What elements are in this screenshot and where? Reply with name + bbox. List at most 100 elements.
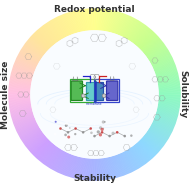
- Wedge shape: [93, 8, 94, 30]
- Wedge shape: [12, 67, 34, 75]
- Wedge shape: [22, 45, 42, 59]
- Wedge shape: [150, 52, 170, 63]
- Wedge shape: [88, 8, 91, 30]
- Wedge shape: [8, 101, 31, 104]
- Wedge shape: [40, 26, 54, 45]
- Wedge shape: [152, 55, 172, 66]
- Wedge shape: [120, 15, 129, 36]
- Wedge shape: [101, 8, 104, 31]
- Circle shape: [74, 133, 76, 135]
- Wedge shape: [137, 143, 152, 160]
- Wedge shape: [124, 151, 135, 172]
- Wedge shape: [157, 108, 180, 113]
- Wedge shape: [122, 16, 132, 36]
- Wedge shape: [108, 157, 114, 179]
- Wedge shape: [17, 55, 37, 66]
- Wedge shape: [159, 97, 181, 99]
- Wedge shape: [142, 138, 159, 154]
- Wedge shape: [76, 9, 81, 32]
- Wedge shape: [157, 108, 179, 114]
- Wedge shape: [132, 24, 146, 43]
- Wedge shape: [147, 131, 166, 144]
- Wedge shape: [8, 85, 31, 88]
- Wedge shape: [10, 74, 32, 80]
- Wedge shape: [65, 12, 74, 34]
- Wedge shape: [100, 8, 103, 31]
- Wedge shape: [79, 158, 84, 180]
- Wedge shape: [51, 19, 63, 39]
- Wedge shape: [159, 92, 181, 93]
- Wedge shape: [143, 136, 161, 151]
- Wedge shape: [12, 114, 33, 121]
- Wedge shape: [84, 158, 87, 181]
- Wedge shape: [131, 147, 145, 166]
- Wedge shape: [56, 152, 66, 173]
- Wedge shape: [9, 81, 31, 85]
- Wedge shape: [158, 85, 181, 88]
- Wedge shape: [46, 22, 59, 41]
- Wedge shape: [10, 75, 32, 81]
- Wedge shape: [12, 115, 34, 124]
- Wedge shape: [148, 47, 168, 60]
- Wedge shape: [101, 158, 104, 181]
- Wedge shape: [96, 8, 97, 30]
- Wedge shape: [159, 93, 181, 94]
- Wedge shape: [97, 159, 98, 181]
- Wedge shape: [138, 142, 154, 159]
- Wedge shape: [158, 101, 181, 104]
- Wedge shape: [9, 104, 31, 108]
- Wedge shape: [147, 44, 166, 58]
- Wedge shape: [51, 150, 63, 170]
- Wedge shape: [146, 133, 164, 147]
- Wedge shape: [103, 158, 107, 181]
- Wedge shape: [90, 8, 92, 30]
- Wedge shape: [39, 27, 54, 45]
- Wedge shape: [109, 157, 115, 179]
- Wedge shape: [157, 109, 179, 115]
- Wedge shape: [97, 159, 99, 181]
- Wedge shape: [47, 148, 60, 168]
- Circle shape: [89, 127, 92, 130]
- Wedge shape: [139, 140, 155, 157]
- Wedge shape: [125, 151, 136, 171]
- Wedge shape: [150, 126, 170, 137]
- Wedge shape: [152, 54, 172, 65]
- Wedge shape: [64, 13, 73, 34]
- Wedge shape: [147, 45, 167, 59]
- Wedge shape: [37, 143, 52, 160]
- Circle shape: [93, 135, 96, 137]
- Wedge shape: [125, 151, 137, 171]
- Wedge shape: [99, 8, 101, 30]
- Wedge shape: [41, 26, 55, 44]
- Wedge shape: [30, 138, 47, 153]
- Wedge shape: [114, 156, 121, 177]
- Wedge shape: [109, 10, 115, 32]
- Wedge shape: [23, 131, 42, 144]
- Wedge shape: [107, 157, 113, 180]
- Wedge shape: [153, 121, 174, 131]
- Wedge shape: [15, 120, 36, 129]
- Wedge shape: [122, 152, 133, 173]
- Wedge shape: [88, 159, 91, 181]
- Wedge shape: [8, 103, 31, 107]
- Wedge shape: [137, 142, 153, 160]
- Wedge shape: [147, 131, 166, 145]
- Wedge shape: [20, 48, 40, 61]
- Wedge shape: [10, 73, 32, 79]
- Wedge shape: [88, 8, 90, 30]
- Wedge shape: [144, 135, 163, 149]
- Wedge shape: [61, 14, 70, 35]
- Wedge shape: [101, 158, 104, 181]
- Wedge shape: [77, 9, 82, 32]
- Wedge shape: [87, 8, 89, 30]
- Wedge shape: [110, 10, 116, 32]
- Wedge shape: [57, 153, 67, 173]
- Wedge shape: [75, 10, 81, 32]
- Wedge shape: [66, 12, 74, 34]
- Wedge shape: [55, 152, 66, 172]
- Wedge shape: [153, 120, 174, 129]
- Wedge shape: [9, 106, 31, 111]
- Wedge shape: [158, 80, 180, 84]
- Wedge shape: [111, 10, 117, 33]
- Wedge shape: [102, 158, 106, 181]
